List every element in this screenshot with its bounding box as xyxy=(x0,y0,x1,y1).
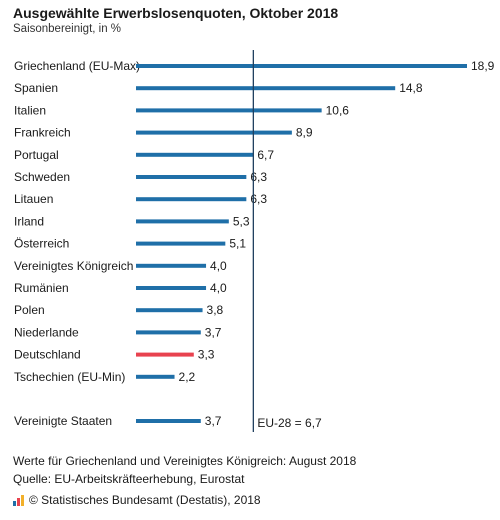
value-label-deutschland: 3,3 xyxy=(198,348,215,362)
note-source: Quelle: EU-Arbeitskräfteerhebung, Eurost… xyxy=(13,472,245,486)
bar-schweden xyxy=(136,175,247,179)
footer: © Statistisches Bundesamt (Destatis), 20… xyxy=(13,493,261,507)
bar-frankreich xyxy=(136,130,292,135)
bar-österreich xyxy=(136,241,226,246)
category-label-vereinigte-staaten: Vereinigte Staaten xyxy=(14,414,112,428)
category-label-frankreich: Frankreich xyxy=(14,126,71,140)
bar-portugal xyxy=(136,152,254,157)
eu28-reference-label: EU-28 = 6,7 xyxy=(257,416,322,430)
value-label-österreich: 5,1 xyxy=(229,237,246,251)
value-label-griechenland-eu-max: 18,9 xyxy=(471,59,495,73)
category-label-tschechien-eu-min: Tschechien (EU-Min) xyxy=(14,370,125,384)
category-label-polen: Polen xyxy=(14,303,45,317)
value-label-vereinigte-staaten: 3,7 xyxy=(205,414,222,428)
bar-vereinigtes-königreich xyxy=(136,263,207,268)
destatis-logo-icon xyxy=(13,494,25,506)
bar-chart: Griechenland (EU-Max) 18,9 Spanien 14,8 Ital… xyxy=(14,50,495,432)
category-label-italien: Italien xyxy=(14,103,46,117)
value-label-frankreich: 8,9 xyxy=(296,126,313,140)
bar-litauen xyxy=(136,197,247,202)
bar-deutschland xyxy=(136,352,194,357)
category-label-österreich: Österreich xyxy=(14,237,69,251)
category-label-griechenland-eu-max: Griechenland (EU-Max) xyxy=(14,59,140,73)
category-label-niederlande: Niederlande xyxy=(14,325,79,339)
chart-notes: Werte für Griechenland und Vereinigtes K… xyxy=(13,452,356,488)
value-label-rumänien: 4,0 xyxy=(210,281,227,295)
bar-polen xyxy=(136,308,203,313)
value-label-litauen: 6,3 xyxy=(250,192,267,206)
chart-subtitle: Saisonbereinigt, in % xyxy=(13,23,122,35)
value-label-spanien: 14,8 xyxy=(399,81,423,95)
value-label-polen: 3,8 xyxy=(207,303,224,317)
note-reference-period: Werte für Griechenland und Vereinigtes K… xyxy=(13,454,357,468)
value-label-vereinigtes-königreich: 4,0 xyxy=(210,259,227,273)
category-label-portugal: Portugal xyxy=(14,148,59,162)
bar-tschechien-eu-min xyxy=(136,374,175,379)
bar-irland xyxy=(136,219,229,224)
category-label-irland: Irland xyxy=(14,214,44,228)
bar-vereinigte-staaten xyxy=(136,419,201,423)
value-label-tschechien-eu-min: 2,2 xyxy=(179,370,196,384)
bar-spanien xyxy=(136,86,396,91)
bar-italien xyxy=(136,108,322,113)
value-label-italien: 10,6 xyxy=(326,103,350,117)
category-label-rumänien: Rumänien xyxy=(14,281,69,295)
bar-griechenland-eu-max xyxy=(136,64,467,68)
bar-rumänien xyxy=(136,286,207,290)
category-label-schweden: Schweden xyxy=(14,170,70,184)
value-label-niederlande: 3,7 xyxy=(205,325,222,339)
bar-niederlande xyxy=(136,330,201,335)
category-label-spanien: Spanien xyxy=(14,81,58,95)
value-label-portugal: 6,7 xyxy=(257,148,274,162)
chart-title: Ausgewählte Erwerbslosenquoten, Oktober … xyxy=(13,5,339,21)
category-label-litauen: Litauen xyxy=(14,192,53,206)
category-label-deutschland: Deutschland xyxy=(14,348,81,362)
value-label-schweden: 6,3 xyxy=(250,170,267,184)
category-label-vereinigtes-königreich: Vereinigtes Königreich xyxy=(14,259,133,273)
value-label-irland: 5,3 xyxy=(233,214,250,228)
footer-copyright: © Statistisches Bundesamt (Destatis), 20… xyxy=(29,493,261,507)
